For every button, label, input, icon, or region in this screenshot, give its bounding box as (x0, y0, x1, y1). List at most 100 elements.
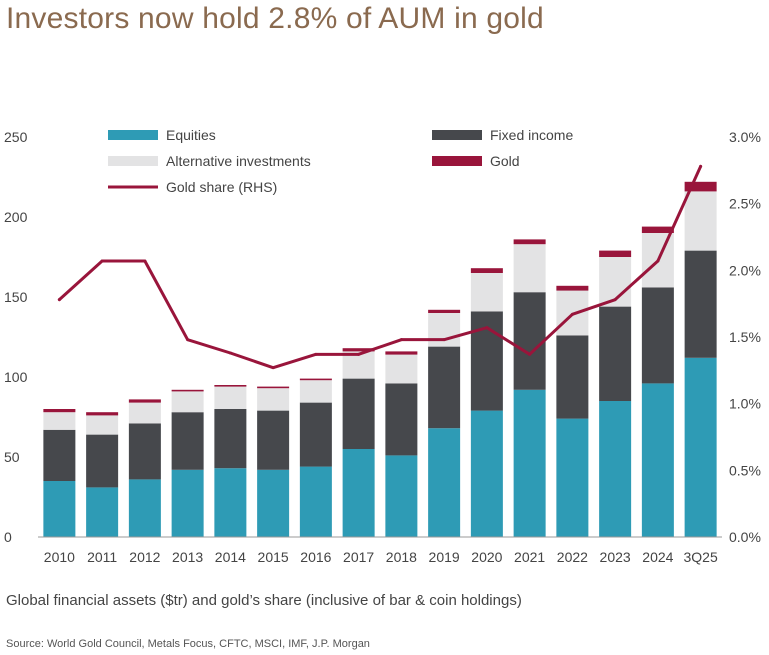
left-axis-tick-label: 200 (4, 209, 28, 225)
left-axis: 0 50 100 150 200 250 (4, 129, 28, 545)
x-axis-tick-label: 2014 (215, 549, 246, 565)
gold-share-line-group (57, 164, 703, 370)
fixed-income-bar-segment (342, 378, 375, 449)
gold-bar-segment (599, 250, 632, 257)
right-axis-tick-label: 0.0% (729, 529, 761, 545)
fixed-income-bar-segment (428, 346, 461, 429)
right-axis-tick-label: 2.0% (729, 262, 761, 278)
x-axis-tick-label: 2010 (44, 549, 75, 565)
alternative-investments-bar-segment (470, 273, 503, 312)
equities-bar-segment (342, 449, 375, 537)
gold-bar-segment (684, 181, 717, 192)
gold-share-point (485, 326, 489, 330)
alternative-investments-bar-segment (86, 415, 119, 435)
gold-share-point (570, 312, 574, 316)
legend: Equities Fixed income Alternative investme… (108, 127, 573, 195)
alternative-investments-bar-segment (43, 412, 76, 430)
legend-fixed-income-swatch (432, 130, 482, 140)
fixed-income-bar-segment (556, 335, 589, 419)
legend-equities-swatch (108, 130, 158, 140)
fixed-income-bar-segment (385, 383, 418, 456)
legend-alternative-investments-swatch (108, 156, 158, 166)
x-axis-tick-label: 2013 (172, 549, 203, 565)
x-axis-tick-label: 2024 (642, 549, 673, 565)
legend-gold-label: Gold (490, 153, 520, 169)
x-axis-tick-label: 2016 (300, 549, 331, 565)
equities-bar-segment (684, 357, 717, 537)
gold-bar-segment (556, 285, 589, 291)
fixed-income-bar-segment (43, 429, 76, 481)
alternative-investments-bar-segment (214, 386, 247, 409)
left-axis-tick-label: 150 (4, 289, 28, 305)
x-axis-tick-label: 2023 (600, 549, 631, 565)
gold-share-point (528, 352, 532, 356)
gold-share-point (143, 259, 147, 263)
right-axis: 0.0% 0.5% 1.0% 1.5% 2.0% 2.5% 3.0% (729, 129, 761, 545)
fixed-income-bar-segment (257, 410, 290, 470)
equities-bar-segment (299, 466, 332, 537)
alternative-investments-bar-segment (342, 351, 375, 379)
gold-bar-segment (513, 239, 546, 245)
source-note: Source: World Gold Council, Metals Focus… (6, 638, 370, 650)
right-axis-tick-label: 1.0% (729, 396, 761, 412)
legend-gold-swatch (432, 156, 482, 166)
fixed-income-bar-segment (171, 412, 204, 470)
x-axis: 2010 2011 2012 2013 2014 2015 2016 2017 2018 2019… (44, 549, 718, 565)
fixed-income-bar-segment (599, 306, 632, 401)
equities-bar-segment (43, 481, 76, 537)
right-axis-tick-label: 3.0% (729, 129, 761, 145)
chart-title: Investors now hold 2.8% of AUM in gold (6, 2, 544, 35)
alternative-investments-bar-segment (385, 354, 418, 384)
x-axis-tick-label: 2011 (87, 549, 117, 565)
x-axis-tick-label: 2021 (514, 549, 545, 565)
gold-share-point (100, 259, 104, 263)
right-axis-tick-label: 1.5% (729, 329, 761, 345)
fixed-income-bar-segment (299, 402, 332, 467)
fixed-income-bar-segment (684, 250, 717, 358)
bars (43, 181, 717, 537)
legend-alternative-investments-label: Alternative investments (166, 153, 311, 169)
x-axis-tick-label: 2018 (386, 549, 417, 565)
x-axis-tick-label: 2017 (343, 549, 374, 565)
legend-gold-share-label: Gold share (RHS) (166, 179, 277, 195)
gold-share-point (442, 338, 446, 342)
equities-bar-segment (171, 469, 204, 537)
alternative-investments-bar-segment (299, 380, 332, 403)
gold-bar-segment (171, 389, 204, 392)
gold-bar-segment (43, 409, 76, 413)
equities-bar-segment (128, 479, 161, 537)
alternative-investments-bar-segment (171, 391, 204, 413)
gold-share-point (57, 298, 61, 302)
gold-share-point (228, 351, 232, 355)
gold-bar-segment (86, 412, 119, 416)
alternative-investments-bar-segment (513, 244, 546, 293)
gold-share-line (57, 164, 703, 370)
equities-bar-segment (257, 469, 290, 537)
alternative-investments-bar-segment (684, 191, 717, 251)
left-axis-tick-label: 0 (4, 529, 12, 545)
x-axis-tick-label: 3Q25 (684, 549, 718, 565)
left-axis-tick-label: 100 (4, 369, 28, 385)
alternative-investments-bar-segment (128, 402, 161, 424)
gold-bar-segment (385, 351, 418, 355)
gold-share-point (699, 164, 703, 168)
gold-share-point (357, 352, 361, 356)
gold-bar-segment (428, 309, 461, 313)
gold-share-point (271, 366, 275, 370)
gold-bar-segment (342, 348, 375, 352)
gold-bar-segment (257, 386, 290, 389)
equities-bar-segment (599, 401, 632, 537)
gold-bar-segment (641, 226, 674, 233)
x-axis-tick-label: 2020 (471, 549, 502, 565)
equities-bar-segment (470, 410, 503, 537)
x-axis-tick-label: 2019 (429, 549, 460, 565)
legend-equities-label: Equities (166, 127, 216, 143)
fixed-income-bar-segment (214, 409, 247, 469)
legend-fixed-income-label: Fixed income (490, 127, 573, 143)
x-axis-tick-label: 2012 (129, 549, 160, 565)
gold-share-point (314, 352, 318, 356)
left-axis-tick-label: 250 (4, 129, 28, 145)
equities-bar-segment (513, 389, 546, 537)
gold-bar-segment (299, 378, 332, 381)
